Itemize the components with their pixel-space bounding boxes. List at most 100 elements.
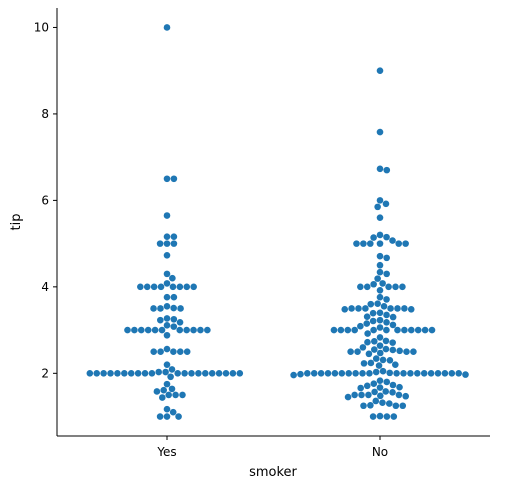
- data-point: [393, 370, 400, 377]
- data-point: [455, 370, 463, 377]
- data-point: [434, 370, 442, 377]
- data-point: [376, 412, 384, 420]
- data-point: [372, 355, 380, 362]
- data-point: [188, 370, 195, 377]
- data-point: [344, 393, 352, 401]
- y-tick-label: 2: [41, 366, 49, 380]
- data-point: [208, 370, 216, 377]
- data-point: [371, 338, 378, 345]
- data-point: [383, 270, 390, 278]
- data-point: [376, 316, 384, 324]
- data-point: [163, 405, 171, 413]
- data-point: [407, 370, 414, 377]
- data-point: [155, 368, 163, 376]
- data-point: [353, 240, 360, 247]
- data-point: [100, 370, 107, 377]
- data-point: [168, 366, 176, 373]
- data-point: [345, 370, 353, 377]
- data-point: [382, 337, 390, 345]
- data-point: [362, 305, 369, 312]
- data-point: [304, 370, 311, 377]
- y-tick-label: 4: [41, 280, 49, 294]
- data-point: [376, 334, 384, 341]
- x-axis-label: smoker: [249, 465, 297, 480]
- data-point: [169, 274, 176, 282]
- data-point: [376, 268, 384, 276]
- data-point: [376, 197, 384, 204]
- data-point: [360, 402, 367, 410]
- data-point: [389, 339, 396, 346]
- data-point: [160, 386, 167, 394]
- data-point: [376, 252, 384, 260]
- data-point: [401, 326, 408, 334]
- data-point: [376, 287, 384, 294]
- data-point: [379, 280, 386, 287]
- data-point: [360, 240, 367, 247]
- data-point: [177, 305, 184, 312]
- x-tick-label: No: [372, 445, 388, 459]
- data-point: [163, 280, 171, 287]
- data-point: [93, 370, 101, 377]
- data-point: [377, 392, 384, 400]
- data-point: [367, 300, 375, 308]
- data-point: [399, 402, 407, 410]
- data-point: [369, 413, 377, 420]
- data-point: [379, 399, 386, 407]
- data-point: [383, 311, 390, 319]
- data-point: [150, 283, 158, 291]
- data-point: [367, 359, 375, 367]
- data-point: [163, 251, 171, 259]
- data-point: [389, 389, 396, 396]
- data-point: [347, 348, 354, 356]
- data-point: [383, 254, 390, 262]
- data-point: [365, 391, 372, 399]
- data-point: [156, 240, 164, 247]
- data-point: [163, 240, 171, 247]
- data-point: [369, 309, 377, 317]
- data-point: [357, 283, 364, 291]
- data-point: [169, 408, 177, 416]
- data-point: [204, 326, 211, 334]
- data-point: [229, 370, 237, 377]
- data-point: [337, 326, 345, 334]
- data-point: [389, 313, 397, 321]
- data-point: [360, 360, 368, 367]
- data-point: [163, 345, 171, 353]
- data-point: [376, 231, 384, 239]
- data-point: [175, 413, 182, 420]
- data-point: [357, 322, 364, 330]
- data-point: [163, 315, 171, 322]
- data-point: [355, 305, 362, 312]
- data-point: [389, 381, 397, 389]
- data-point: [394, 305, 401, 312]
- data-point: [168, 385, 176, 393]
- data-point: [163, 380, 171, 388]
- data-point: [376, 165, 384, 173]
- data-point: [374, 275, 381, 282]
- data-point: [150, 348, 158, 356]
- y-tick-label: 8: [41, 107, 49, 121]
- data-point: [157, 283, 165, 291]
- data-point: [163, 270, 171, 278]
- data-point: [176, 283, 184, 291]
- data-point: [365, 350, 373, 358]
- data-point: [157, 305, 164, 312]
- data-point: [382, 200, 390, 208]
- data-point: [310, 370, 318, 377]
- data-point: [167, 373, 174, 381]
- data-point: [190, 283, 197, 291]
- data-point: [421, 326, 429, 334]
- data-point: [344, 326, 352, 334]
- data-point: [395, 240, 403, 247]
- data-point: [351, 326, 358, 334]
- data-point: [370, 280, 377, 288]
- data-point: [197, 326, 204, 334]
- data-point: [131, 326, 138, 334]
- data-point: [351, 391, 358, 399]
- data-point: [367, 402, 374, 409]
- data-point: [376, 377, 384, 384]
- data-point: [215, 370, 223, 377]
- data-point: [364, 330, 371, 337]
- data-point: [386, 400, 393, 407]
